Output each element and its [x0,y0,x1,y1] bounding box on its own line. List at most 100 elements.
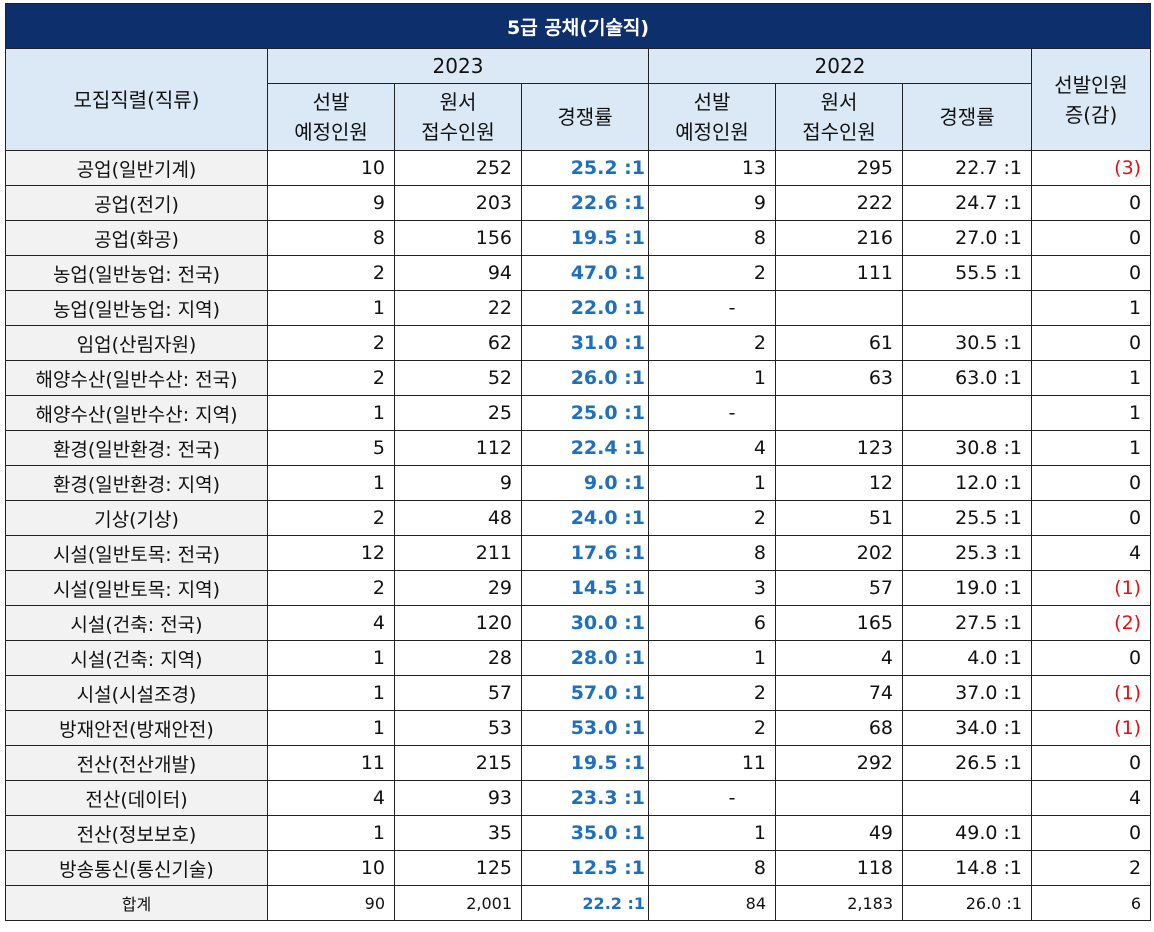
change-cell: (1) [1030,710,1152,746]
applicants-2023-cell: 57 [394,675,522,711]
table-row: 시설(일반토목: 전국) 12 211 17.6 :1 8 202 25.3 :1 4 [5,535,1152,571]
change-cell: 0 [1030,465,1152,501]
row-category: 시설(건축: 지역) [5,640,268,676]
ratio-2022-cell [902,395,1032,431]
change-cell: 2 [1030,850,1152,886]
table-row: 전산(전산개발) 11 215 19.5 :1 11 292 26.5 :1 0 [5,745,1152,781]
planned-2022-cell: 2 [648,255,776,291]
table-row: 공업(전기) 9 203 22.6 :1 9 222 24.7 :1 0 [5,185,1152,221]
applicants-2023-cell: 211 [394,535,522,571]
ratio-2023-cell: 57.0 :1 [521,675,649,711]
year-2022-header: 2022 [648,48,1032,84]
planned-2023-cell: 12 [267,535,395,571]
total-change: 6 [1030,885,1152,921]
ratio-2023-cell: 26.0 :1 [521,360,649,396]
planned-2022-cell: 1 [648,640,776,676]
planned-2022-cell: - [648,395,776,431]
applicants-2022-cell: 61 [775,325,903,361]
planned-2023-cell: 9 [267,185,395,221]
applicants-2022-cell: 4 [775,640,903,676]
row-category: 해양수산(일반수산: 지역) [5,395,268,431]
applicants-2022-cell: 12 [775,465,903,501]
row-category: 전산(전산개발) [5,745,268,781]
ratio-2022-header: 경쟁률 [902,83,1032,151]
total-planned-2022: 84 [648,885,776,921]
row-category: 임업(산림자원) [5,325,268,361]
ratio-2023-cell: 22.6 :1 [521,185,649,221]
ratio-2022-cell: 27.5 :1 [902,605,1032,641]
ratio-2022-cell: 27.0 :1 [902,220,1032,256]
applicants-2022-cell: 165 [775,605,903,641]
change-cell: 1 [1030,395,1152,431]
planned-2023-cell: 1 [267,465,395,501]
ratio-2022-cell [902,780,1032,816]
applicants-2022-cell [775,395,903,431]
planned-2022-cell: 8 [648,850,776,886]
row-category: 환경(일반환경: 지역) [5,465,268,501]
row-category: 시설(시설조경) [5,675,268,711]
applicants-2023-cell: 112 [394,430,522,466]
total-planned-2023: 90 [267,885,395,921]
applicants-2022-cell [775,780,903,816]
planned-2023-cell: 1 [267,290,395,326]
table-row: 시설(건축: 전국) 4 120 30.0 :1 6 165 27.5 :1 (2) [5,605,1152,641]
change-cell: (2) [1030,605,1152,641]
ratio-2023-cell: 25.2 :1 [521,150,649,186]
planned-2022-cell: 4 [648,430,776,466]
change-cell: 0 [1030,640,1152,676]
table-row: 임업(산림자원) 2 62 31.0 :1 2 61 30.5 :1 0 [5,325,1152,361]
planned-2023-cell: 2 [267,500,395,536]
ratio-2022-cell: 55.5 :1 [902,255,1032,291]
row-category: 농업(일반농업: 전국) [5,255,268,291]
total-row: 합계 90 2,001 22.2 :1 84 2,183 26.0 :1 6 [5,885,1152,921]
ratio-2023-cell: 9.0 :1 [521,465,649,501]
applicants-2022-cell: 118 [775,850,903,886]
ratio-2023-cell: 47.0 :1 [521,255,649,291]
applicants-2023-cell: 252 [394,150,522,186]
applicants-2022-cell: 222 [775,185,903,221]
applicants-2022-cell: 68 [775,710,903,746]
applicants-2023-cell: 94 [394,255,522,291]
planned-2022-cell: 2 [648,710,776,746]
ratio-2023-cell: 22.0 :1 [521,290,649,326]
change-header: 선발인원 증(감) [1030,48,1152,151]
applicants-2023-cell: 120 [394,605,522,641]
planned-2023-cell: 10 [267,150,395,186]
planned-2022-cell: 9 [648,185,776,221]
applicants-2022-cell: 49 [775,815,903,851]
applicants-2022-cell: 292 [775,745,903,781]
table-row: 시설(건축: 지역) 1 28 28.0 :1 1 4 4.0 :1 0 [5,640,1152,676]
planned-2022-cell: 13 [648,150,776,186]
ratio-2023-cell: 12.5 :1 [521,850,649,886]
table-row: 방재안전(방재안전) 1 53 53.0 :1 2 68 34.0 :1 (1) [5,710,1152,746]
recruitment-table-container: 5급 공채(기술직) 모집직렬(직류) 2023 2022 선발인원 증(감) 선… [4,3,1152,921]
applicants-2023-cell: 93 [394,780,522,816]
ratio-2022-cell: 49.0 :1 [902,815,1032,851]
applicants-2022-cell: 74 [775,675,903,711]
change-cell: (3) [1030,150,1152,186]
table-row: 전산(정보보호) 1 35 35.0 :1 1 49 49.0 :1 0 [5,815,1152,851]
ratio-2022-cell: 34.0 :1 [902,710,1032,746]
table-row: 공업(일반기계) 10 252 25.2 :1 13 295 22.7 :1 (3) [5,150,1152,186]
total-ratio-2023: 22.2 :1 [521,885,649,921]
ratio-2023-cell: 17.6 :1 [521,535,649,571]
ratio-2022-cell: 12.0 :1 [902,465,1032,501]
planned-2023-cell: 10 [267,850,395,886]
row-category: 전산(데이터) [5,780,268,816]
planned-2023-cell: 1 [267,395,395,431]
planned-2022-cell: 2 [648,500,776,536]
ratio-2023-cell: 30.0 :1 [521,605,649,641]
change-cell: 0 [1030,500,1152,536]
applicants-2023-cell: 25 [394,395,522,431]
ratio-2022-cell: 22.7 :1 [902,150,1032,186]
planned-2023-cell: 1 [267,675,395,711]
table-title: 5급 공채(기술직) [4,3,1152,49]
table-row: 공업(화공) 8 156 19.5 :1 8 216 27.0 :1 0 [5,220,1152,256]
planned-2022-cell: 6 [648,605,776,641]
planned-2023-cell: 1 [267,815,395,851]
table-row: 환경(일반환경: 지역) 1 9 9.0 :1 1 12 12.0 :1 0 [5,465,1152,501]
applicants-2023-header: 원서 접수인원 [394,83,522,151]
change-cell: 0 [1030,185,1152,221]
total-ratio-2022: 26.0 :1 [902,885,1032,921]
applicants-2023-cell: 125 [394,850,522,886]
